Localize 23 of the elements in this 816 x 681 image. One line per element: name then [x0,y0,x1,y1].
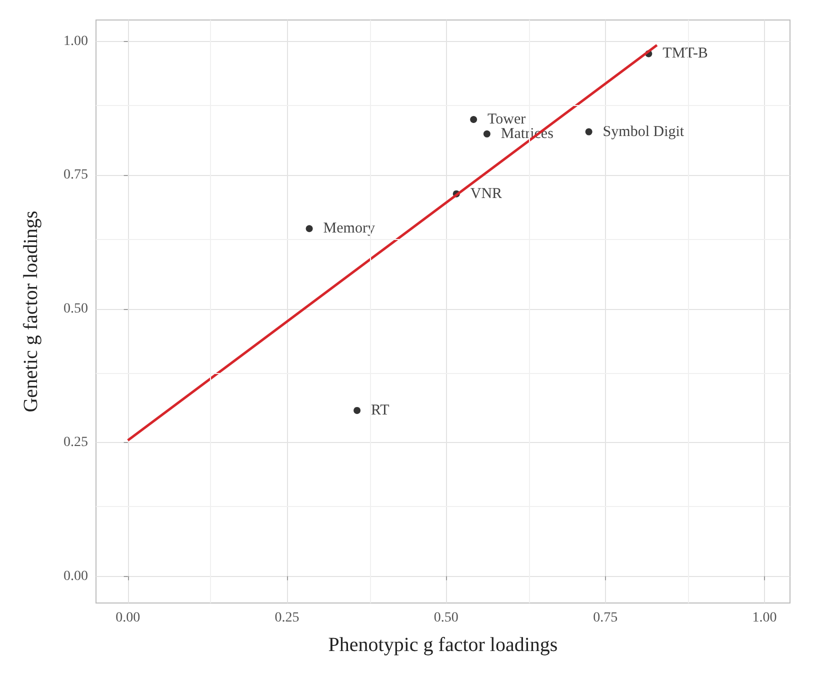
x-tick-label: 0.75 [593,610,618,626]
x-tick-label: 0.25 [274,610,300,626]
annotation: TMT-B [662,46,708,62]
annotation: Symbol Digit [602,124,685,140]
point [354,406,361,414]
x-tick-label: 0.00 [116,610,140,626]
y-tick-label: 0.75 [64,168,88,183]
y-tick-label: 0.25 [64,435,88,450]
x-tick-label: 0.50 [434,610,458,626]
point [585,128,592,136]
point [483,130,490,138]
y-tick-label: 1.00 [64,34,88,49]
point [306,225,313,232]
x-tick-label: 1.00 [752,610,777,626]
annotation: RT [371,402,390,418]
y-tick-label: 0.50 [64,301,88,316]
annotation: Tower [488,111,526,128]
annotation: VNR [470,186,502,202]
annotation: Memory [323,220,376,237]
point [470,116,478,123]
y-tick-label: 0.00 [64,568,88,584]
x-axis-title: Phenotypic g factor loadings [328,634,558,656]
y-axis-title: Genetic g factor loadings [20,210,42,412]
